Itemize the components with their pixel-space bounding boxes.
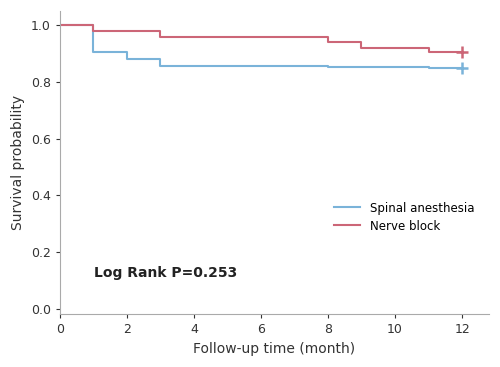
Y-axis label: Survival probability: Survival probability: [11, 95, 25, 230]
Legend: Spinal anesthesia, Nerve block: Spinal anesthesia, Nerve block: [334, 202, 474, 233]
X-axis label: Follow-up time (month): Follow-up time (month): [193, 342, 356, 356]
Text: Log Rank P=0.253: Log Rank P=0.253: [94, 266, 238, 280]
